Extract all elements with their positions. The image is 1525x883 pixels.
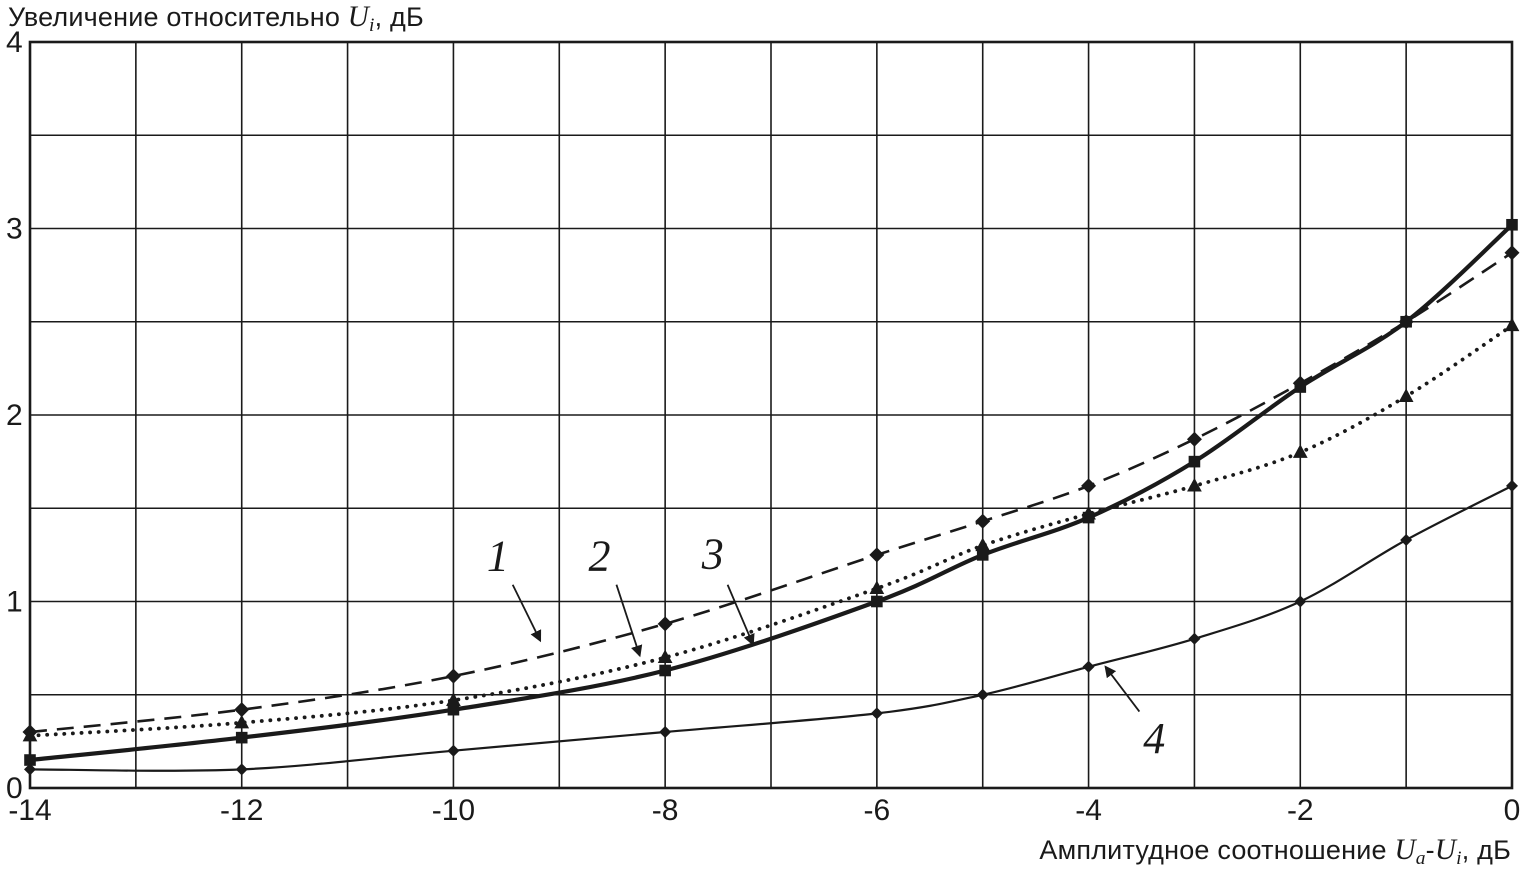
triangle-marker (446, 692, 461, 706)
x-tick-label: -14 (8, 794, 51, 827)
diamond-marker (234, 702, 250, 718)
diamond-small-marker (659, 726, 672, 739)
x-tick-label: -10 (432, 794, 475, 827)
annotation-arrow-3 (726, 584, 755, 647)
diamond-marker (1186, 431, 1202, 447)
annotation-arrow-1 (511, 584, 542, 643)
triangle-marker (234, 714, 250, 729)
y-tick-label: 2 (6, 399, 23, 432)
x-tick-label: -8 (652, 794, 679, 827)
triangle-marker (1187, 477, 1202, 492)
y-axis-title-text: Увеличение относительно (8, 2, 348, 32)
annotation-label-2: 2 (589, 531, 611, 580)
annotation-label-4: 4 (1143, 714, 1165, 763)
diamond-small-marker (447, 744, 460, 757)
y-axis-title: Увеличение относительно Ui, дБ (8, 1, 424, 37)
plot-border (28, 40, 1514, 790)
diamond-small-marker (870, 707, 883, 720)
grid (28, 40, 1514, 790)
square-marker (1400, 315, 1412, 328)
series-4-line (29, 484, 1513, 772)
series-1-line (29, 251, 1513, 734)
diamond-marker (657, 616, 673, 632)
x-axis-var1-sub: a (1415, 848, 1426, 869)
diamond-small-marker (976, 688, 989, 701)
x-tick-label: -2 (1287, 794, 1314, 827)
diamond-small-marker (1506, 479, 1518, 492)
annotation-arrow-4 (1104, 665, 1141, 713)
annotation-label-1: 1 (487, 531, 509, 580)
diamond-marker (869, 547, 885, 563)
diamond-small-marker (24, 763, 36, 776)
triangle-marker (1292, 444, 1308, 458)
y-tick-label: 0 (6, 772, 23, 805)
diamond-marker (1081, 478, 1097, 494)
tick-labels: -14 -12 -10 -8 -6 -4 -2 0 0 1 2 3 4 (6, 26, 1520, 827)
triangle-marker (975, 537, 991, 552)
y-tick-label: 3 (6, 213, 23, 246)
x-axis-title-text: Амплитудное соотношение (1039, 835, 1395, 866)
x-tick-label: -4 (1075, 794, 1102, 827)
triangle-marker (657, 649, 673, 664)
x-axis-title-suffix: , дБ (1461, 835, 1511, 866)
diamond-small-marker (1400, 533, 1413, 546)
x-axis-sep: - (1425, 835, 1435, 866)
square-marker (976, 549, 989, 561)
square-marker (1082, 511, 1095, 524)
diamond-small-marker (1188, 632, 1201, 645)
triangle-marker (22, 727, 38, 742)
y-axis-var: U (347, 1, 370, 33)
series-2-line (28, 323, 1514, 738)
series-3 (24, 218, 1518, 766)
diamond-small-marker (1294, 595, 1307, 608)
x-axis-var2: U (1434, 834, 1457, 867)
y-tick-label: 1 (6, 586, 23, 619)
square-marker (1294, 381, 1307, 393)
x-axis-title: Амплитудное соотношение Ua-Ui, дБ (1039, 834, 1511, 870)
diamond-small-marker (235, 763, 248, 776)
diamond-marker (1504, 245, 1520, 261)
x-tick-label: -6 (864, 794, 891, 827)
series-3-line (29, 223, 1514, 763)
y-axis-var-sub: i (369, 14, 375, 36)
triangle-marker (1398, 388, 1414, 402)
triangle-marker (869, 580, 885, 595)
annotation-arrow-2 (615, 584, 643, 658)
y-axis-title-suffix: , дБ (374, 2, 424, 32)
square-marker (1506, 218, 1518, 231)
x-axis-var2-sub: i (1456, 848, 1462, 869)
diamond-marker (445, 668, 461, 684)
triangle-marker (1504, 317, 1520, 332)
diamond-marker (975, 513, 991, 529)
square-marker (1188, 455, 1201, 468)
diamond-small-marker (1082, 660, 1095, 673)
square-marker (659, 664, 671, 677)
x-tick-label: -12 (220, 794, 263, 827)
annotation-label-3: 3 (701, 529, 724, 578)
x-axis-var1: U (1394, 834, 1416, 867)
square-marker (24, 754, 36, 766)
x-tick-label: 0 (1504, 794, 1521, 827)
square-marker (871, 595, 883, 608)
series-4 (24, 479, 1518, 776)
square-marker (235, 731, 248, 744)
y-tick-label: 4 (6, 26, 23, 59)
square-marker (447, 703, 460, 716)
annotations: 1 2 3 4 (487, 529, 1165, 763)
